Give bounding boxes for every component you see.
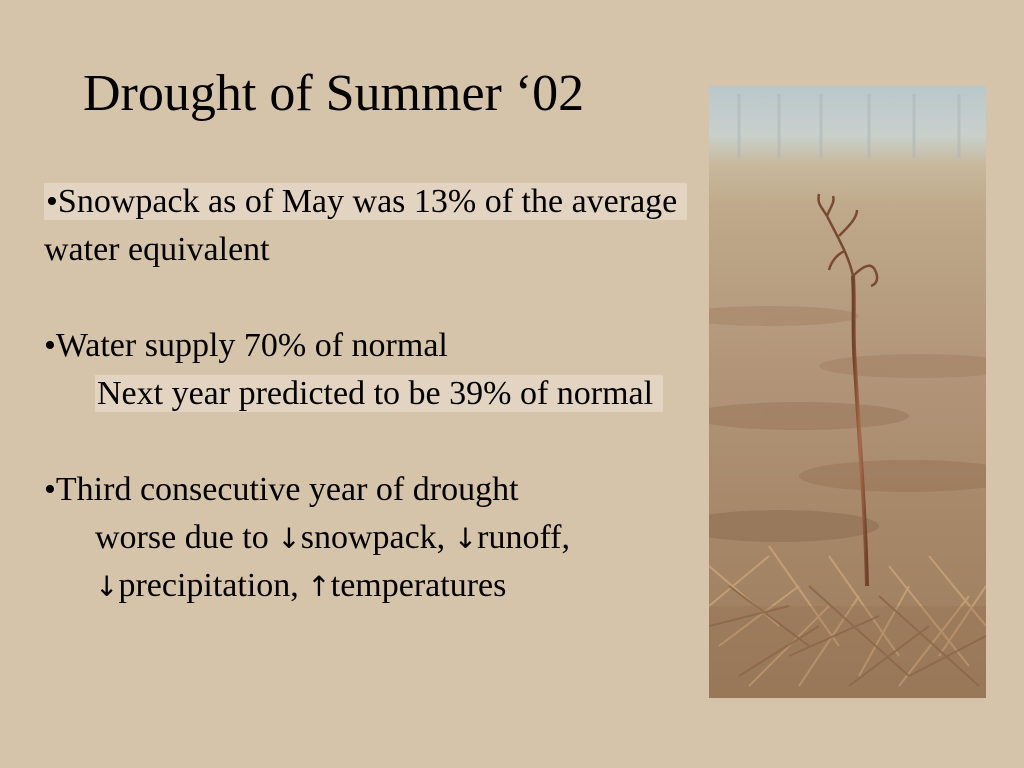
sub-bullet-next-year: Next year predicted to be 39% of normal — [95, 372, 664, 416]
down-arrow-icon: ↓ — [453, 522, 478, 555]
drought-seedling-photo — [709, 86, 986, 698]
bullet-snowpack-line-2: water equivalent — [44, 231, 270, 268]
worse-due-to-text: worse due to — [95, 519, 278, 556]
down-arrow-icon: ↓ — [277, 522, 301, 555]
bullet-water-supply: •Water supply 70% of normal — [44, 327, 448, 364]
up-arrow-icon: ↑ — [307, 570, 331, 603]
down-arrow-icon: ↓ — [95, 570, 119, 603]
snowpack-text: snowpack, — [300, 519, 454, 556]
bullet-snowpack: •Snowpack as of May was 13% of the avera… — [44, 180, 688, 224]
bullet-third-year: •Third consecutive year of drought — [44, 471, 519, 508]
temperatures-text: temperatures — [330, 567, 507, 604]
precipitation-text: precipitation, — [118, 567, 308, 604]
sub-bullet-worse-due-to: worse due to ↓snowpack, ↓runoff, — [95, 516, 570, 561]
sub-bullet-precip-temps: ↓precipitation, ↑temperatures — [95, 564, 506, 609]
slide-title: Drought of Summer ‘02 — [83, 65, 585, 122]
sub-bullet-next-year-text: Next year predicted to be 39% of normal — [95, 375, 664, 412]
bullet-snowpack-line-1: •Snowpack as of May was 13% of the avera… — [44, 183, 688, 220]
runoff-text: runoff, — [477, 519, 571, 556]
